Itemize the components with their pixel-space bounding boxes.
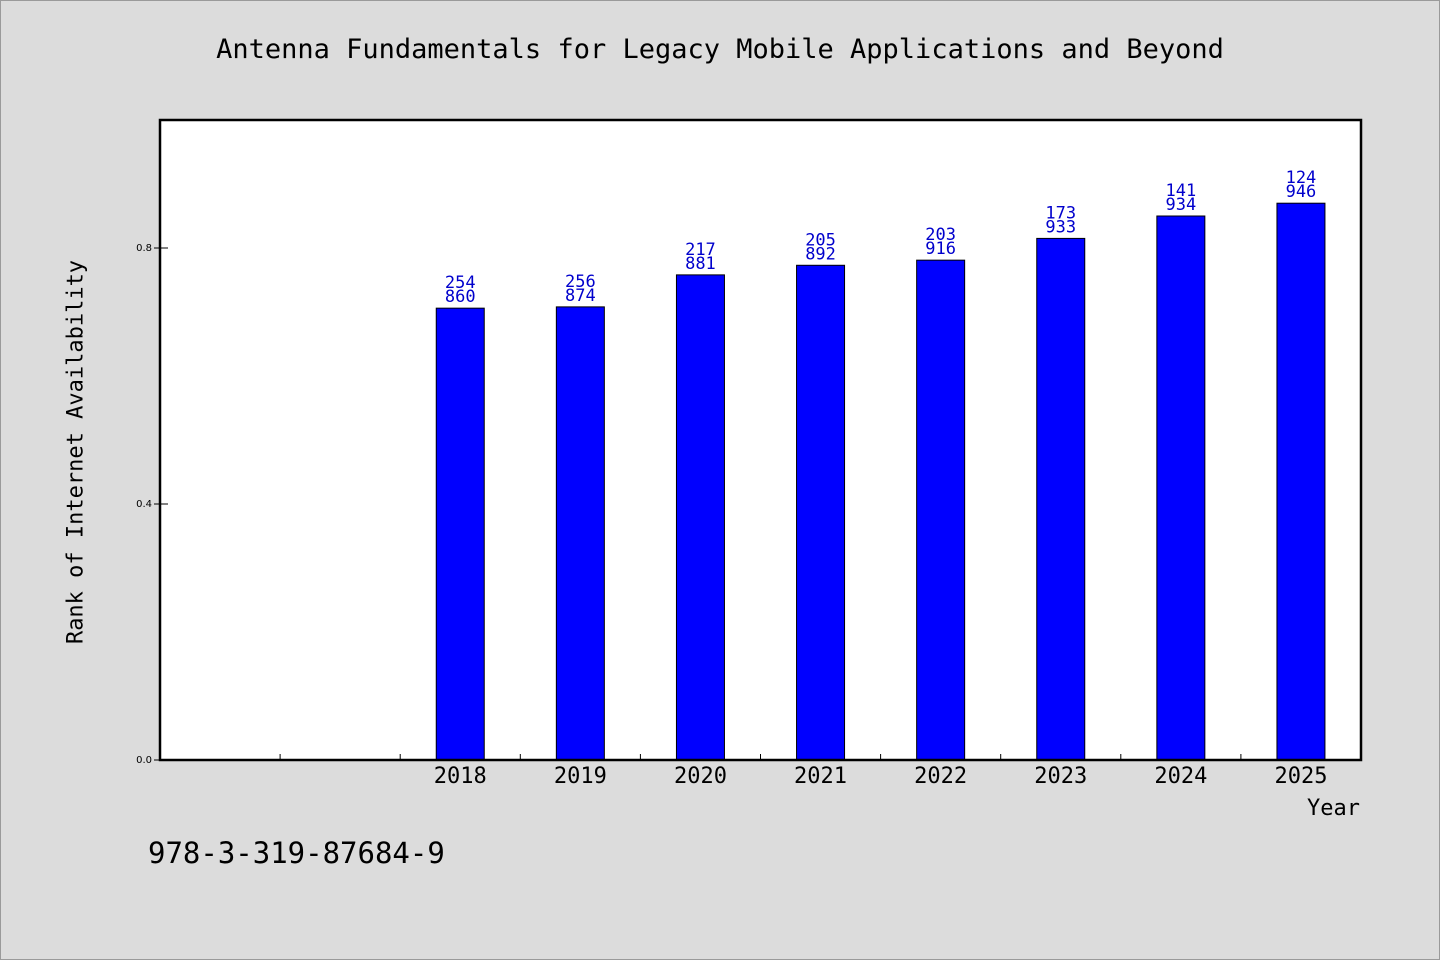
bar-label-2021-bottom: 892 xyxy=(805,244,836,264)
isbn-text: 978-3-319-87684-9 xyxy=(148,836,445,870)
bar-label-2018-top: 254 xyxy=(445,273,476,293)
bar-2020 xyxy=(675,274,725,761)
x-tick-label-2021: 2021 xyxy=(794,764,847,789)
bar-label-2025-top: 124 xyxy=(1286,168,1317,188)
y-tick-label-0.4: 0.4 xyxy=(136,499,152,510)
y-tick-label-0.8: 0.8 xyxy=(136,243,152,254)
bar-label-2019-top: 256 xyxy=(565,272,596,292)
y-tick-label-0.0: 0.0 xyxy=(136,755,152,766)
bar-2024 xyxy=(1156,215,1206,761)
bar-label-2018-bottom: 860 xyxy=(445,287,476,307)
x-tick-label-2019: 2019 xyxy=(554,764,607,789)
x-tick-label-2018: 2018 xyxy=(434,764,487,789)
x-tick-label-2023: 2023 xyxy=(1034,764,1087,789)
bar-label-2020-top: 217 xyxy=(685,240,716,260)
bar-2018 xyxy=(435,307,485,761)
x-tick-label-2024: 2024 xyxy=(1154,764,1207,789)
bar-label-2019-bottom: 874 xyxy=(565,286,596,306)
bar-2019 xyxy=(555,306,605,761)
bar-label-2025-bottom: 946 xyxy=(1286,182,1317,202)
bar-label-2023-top: 173 xyxy=(1045,203,1076,223)
bar-2022 xyxy=(916,259,966,761)
x-axis-label: Year xyxy=(1307,796,1360,821)
chart-title: Antenna Fundamentals for Legacy Mobile A… xyxy=(216,34,1224,65)
bar-label-2023-bottom: 933 xyxy=(1045,217,1076,237)
bar-2023 xyxy=(1036,237,1086,761)
bar-2025 xyxy=(1276,202,1326,761)
x-tick-label-2025: 2025 xyxy=(1274,764,1327,789)
x-tick-label-2022: 2022 xyxy=(914,764,967,789)
bar-label-2022-bottom: 916 xyxy=(925,239,956,259)
bar-label-2022-top: 203 xyxy=(925,225,956,245)
bar-label-2021-top: 205 xyxy=(805,230,836,250)
bar-label-2024-top: 141 xyxy=(1165,181,1196,201)
bar-label-2024-bottom: 934 xyxy=(1165,195,1196,215)
x-tick-label-2020: 2020 xyxy=(674,764,727,789)
bar-label-2020-bottom: 881 xyxy=(685,254,716,274)
bar-2021 xyxy=(796,264,846,761)
plot-border xyxy=(158,118,1363,762)
